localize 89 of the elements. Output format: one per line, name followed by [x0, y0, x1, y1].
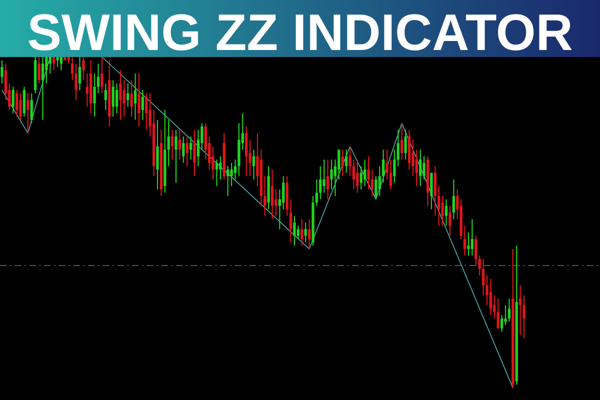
- candlestick: [344, 149, 348, 174]
- candlestick: [363, 159, 366, 187]
- candlestick: [296, 225, 300, 240]
- candlestick: [12, 86, 14, 114]
- candlestick: [308, 218, 311, 250]
- candlestick: [104, 82, 107, 110]
- candlestick: [178, 129, 182, 160]
- candlestick: [274, 188, 278, 216]
- candlestick: [282, 176, 285, 210]
- candlestick: [434, 166, 436, 216]
- candlestick: [293, 215, 296, 246]
- candlestick: [404, 129, 407, 160]
- candlestick: [470, 218, 474, 256]
- candlestick: [186, 136, 188, 167]
- candlestick: [115, 82, 118, 114]
- candlestick: [170, 129, 174, 160]
- candlestick: [226, 166, 230, 197]
- candlestick: [86, 73, 88, 108]
- candlestick: [319, 166, 322, 200]
- candlestick: [82, 56, 85, 81]
- candlestick: [382, 149, 385, 184]
- candlestick: [419, 149, 422, 187]
- candlestick: [389, 159, 392, 190]
- candlestick: [204, 122, 207, 160]
- candlestick: [141, 90, 144, 120]
- candlestick: [219, 156, 222, 180]
- candlestick: [448, 205, 452, 236]
- candlestick: [326, 159, 330, 200]
- candlestick: [322, 159, 326, 194]
- candlestick: [444, 198, 448, 226]
- candlestick: [15, 90, 18, 118]
- candlestick: [189, 136, 192, 160]
- candlestick: [341, 149, 344, 177]
- candlestick: [126, 82, 130, 108]
- candlestick: [78, 56, 82, 91]
- candlestick: [338, 149, 340, 180]
- candlestick: [0, 60, 4, 84]
- candlestick: [360, 166, 362, 190]
- candlestick: [489, 278, 492, 316]
- candlestick: [145, 92, 148, 130]
- candlestick: [167, 119, 170, 167]
- candlestick: [134, 73, 137, 120]
- candlestick: [19, 92, 22, 120]
- candlestick: [370, 169, 374, 197]
- candlestick: [422, 156, 426, 180]
- candlestick: [482, 258, 485, 296]
- candlestick: [112, 80, 114, 118]
- candlestick: [452, 178, 455, 220]
- candlestick: [264, 176, 266, 216]
- candlestick: [438, 186, 440, 226]
- candlestick: [496, 298, 500, 329]
- candlestick: [400, 122, 404, 160]
- candlestick: [156, 119, 159, 190]
- candlestick: [352, 159, 356, 190]
- candlestick: [500, 314, 504, 332]
- candlestick: [430, 172, 433, 210]
- candlestick: [245, 126, 248, 177]
- candlestick: [467, 232, 470, 256]
- candlestick: [22, 86, 26, 118]
- candlestick: [415, 149, 418, 187]
- candlestick: [48, 56, 52, 74]
- candlestick: [518, 284, 522, 336]
- candlestick: [52, 56, 56, 71]
- candlestick: [508, 298, 511, 322]
- candlestick: [41, 56, 44, 120]
- candlestick: [493, 294, 496, 320]
- candlestick: [60, 56, 63, 71]
- candlestick: [26, 92, 30, 134]
- candlestick: [230, 162, 233, 187]
- candlestick: [119, 70, 122, 120]
- candlestick: [30, 92, 33, 124]
- candlestick: [215, 159, 218, 187]
- candlestick: [252, 149, 256, 180]
- candlestick: [193, 129, 196, 177]
- chart-title: SWING ZZ INDICATOR: [28, 14, 572, 50]
- candlestick: [100, 56, 104, 94]
- candlestick: [174, 129, 178, 184]
- candlestick: [474, 235, 478, 266]
- candlestick: [304, 222, 307, 243]
- candlestick: [378, 166, 381, 197]
- candlestick: [122, 80, 126, 118]
- candlestick: [300, 218, 304, 246]
- candlestick: [196, 129, 200, 167]
- candlestick: [182, 136, 185, 164]
- candlestick: [130, 80, 133, 118]
- candlestick: [356, 159, 359, 194]
- candlestick: [270, 169, 274, 220]
- candlestick: [38, 56, 40, 84]
- candlestick: [138, 73, 140, 128]
